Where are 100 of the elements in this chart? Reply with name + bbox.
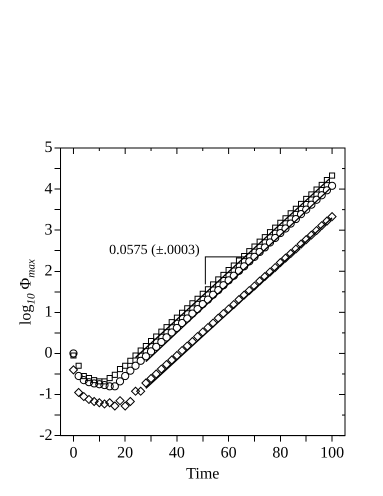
point bbox=[260, 243, 269, 252]
point bbox=[209, 290, 218, 299]
point bbox=[236, 258, 242, 264]
point bbox=[306, 230, 316, 240]
point bbox=[260, 272, 270, 282]
point bbox=[96, 378, 102, 384]
point bbox=[240, 290, 249, 300]
point bbox=[308, 191, 314, 198]
point bbox=[246, 248, 252, 254]
point bbox=[303, 196, 310, 202]
point bbox=[136, 356, 145, 365]
point bbox=[146, 347, 156, 356]
point bbox=[94, 398, 104, 408]
point bbox=[296, 210, 306, 218]
point bbox=[126, 397, 135, 406]
point bbox=[74, 372, 83, 380]
point bbox=[298, 200, 304, 207]
y-tick-label: 1 bbox=[44, 304, 53, 321]
point bbox=[141, 378, 150, 388]
point bbox=[178, 346, 187, 356]
point bbox=[174, 314, 180, 321]
point bbox=[220, 272, 226, 278]
point bbox=[116, 366, 124, 372]
y-tick-label: 4 bbox=[44, 180, 53, 198]
point bbox=[198, 328, 208, 337]
point bbox=[68, 365, 78, 374]
point bbox=[324, 177, 330, 184]
point bbox=[203, 323, 212, 332]
point bbox=[148, 338, 154, 344]
point bbox=[110, 402, 120, 411]
point bbox=[116, 396, 125, 406]
point bbox=[112, 372, 118, 378]
y-tick-label: 5 bbox=[44, 139, 53, 156]
point bbox=[318, 191, 326, 200]
point bbox=[240, 262, 248, 270]
point bbox=[132, 352, 139, 359]
point bbox=[179, 310, 186, 316]
point bbox=[286, 249, 296, 258]
point bbox=[70, 352, 77, 359]
point bbox=[292, 206, 299, 212]
point bbox=[156, 364, 166, 374]
point bbox=[136, 386, 146, 396]
point bbox=[91, 377, 98, 384]
point bbox=[266, 238, 274, 247]
y-axis-title: log10 Φmax bbox=[18, 259, 38, 326]
point bbox=[200, 290, 206, 297]
point bbox=[172, 350, 182, 360]
point bbox=[230, 272, 238, 280]
point bbox=[138, 348, 144, 354]
point bbox=[193, 304, 202, 314]
point bbox=[288, 210, 294, 216]
point bbox=[95, 380, 104, 388]
point bbox=[167, 356, 176, 365]
point bbox=[168, 319, 175, 326]
point bbox=[244, 286, 254, 296]
point bbox=[277, 220, 284, 226]
point bbox=[270, 263, 280, 272]
point bbox=[281, 224, 290, 233]
point bbox=[302, 206, 310, 214]
point bbox=[80, 376, 88, 384]
point bbox=[153, 334, 160, 340]
point bbox=[86, 375, 92, 382]
point bbox=[276, 228, 284, 238]
point bbox=[152, 369, 161, 378]
point bbox=[251, 244, 258, 250]
point bbox=[250, 282, 259, 291]
point bbox=[256, 248, 264, 256]
point bbox=[266, 268, 275, 277]
point bbox=[219, 281, 228, 290]
point bbox=[210, 281, 216, 288]
point bbox=[322, 186, 331, 194]
point bbox=[312, 226, 322, 236]
point bbox=[193, 332, 202, 342]
point bbox=[329, 172, 336, 179]
x-tick-label: 0 bbox=[69, 444, 78, 462]
point bbox=[214, 314, 223, 323]
point bbox=[84, 394, 94, 404]
point bbox=[328, 182, 336, 190]
point bbox=[182, 342, 192, 351]
point bbox=[168, 328, 176, 337]
point bbox=[106, 375, 113, 382]
point bbox=[142, 342, 149, 350]
point bbox=[120, 402, 130, 411]
point bbox=[178, 318, 186, 328]
point bbox=[188, 309, 197, 318]
point bbox=[256, 238, 263, 245]
point bbox=[74, 388, 84, 397]
point bbox=[234, 266, 244, 275]
x-axis-title: Time bbox=[186, 466, 220, 483]
point bbox=[271, 234, 280, 242]
point bbox=[286, 220, 295, 228]
point bbox=[218, 309, 228, 318]
point bbox=[230, 262, 237, 269]
point bbox=[204, 286, 211, 292]
point bbox=[214, 286, 222, 294]
point bbox=[317, 221, 326, 230]
point bbox=[198, 300, 207, 308]
point bbox=[208, 318, 218, 328]
point bbox=[110, 382, 119, 390]
point bbox=[80, 372, 87, 380]
